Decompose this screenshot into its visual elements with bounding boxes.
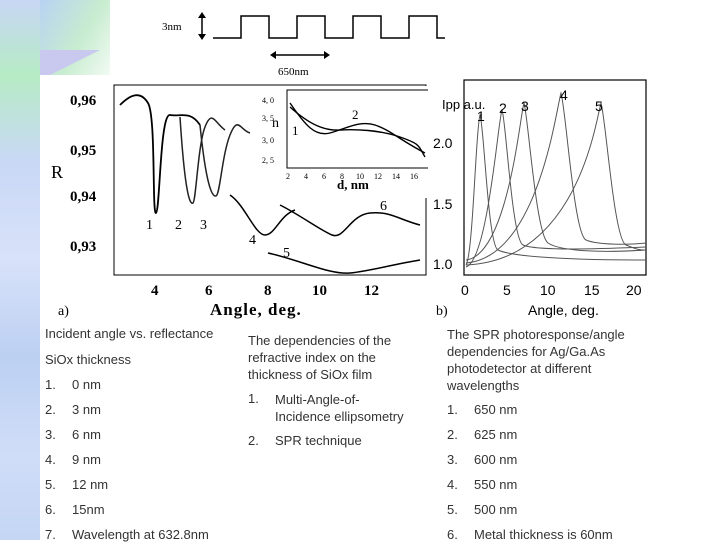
- x-tick-label: 15: [584, 282, 600, 298]
- y-tick-label: 2.0: [433, 135, 453, 151]
- x-tick-label: 8: [264, 283, 272, 299]
- series-label: 4: [249, 233, 256, 248]
- series-1-curve: [119, 94, 201, 214]
- peak-label: 5: [595, 98, 603, 114]
- list-item: 1. Multi-Angle-of-Incidence ellipsometry: [248, 391, 404, 424]
- peak-label: 3: [521, 98, 529, 114]
- inset-x-tick: 16: [410, 172, 418, 181]
- caption-left-title: Incident angle vs. reflectance: [45, 326, 214, 341]
- height-label: 3nm: [162, 21, 182, 33]
- list-item: 2. 3 nm: [45, 402, 101, 417]
- series-5-curve: [267, 252, 421, 274]
- peak-2-curve: [465, 108, 647, 268]
- x-tick-label: 12: [364, 283, 379, 299]
- x-tick-label: 20: [626, 282, 642, 298]
- x-tick-label: 10: [540, 282, 556, 298]
- inset-y-tick: 3, 5: [262, 114, 274, 123]
- y-tick-label: 1.5: [433, 196, 453, 212]
- y-tick-label: 0,93: [70, 239, 96, 255]
- list-item: 4. 550 nm: [447, 477, 518, 492]
- inset-x-tick: 4: [304, 172, 308, 181]
- panel-b-frame: [463, 79, 647, 276]
- y-tick-label: 0,95: [70, 143, 96, 159]
- inset-x-tick: 14: [392, 172, 400, 181]
- height-arrow-down: [198, 34, 206, 40]
- caption-left-subtitle: SiOx thickness: [45, 352, 131, 367]
- series-label: 1: [146, 218, 153, 233]
- list-item: 1. 650 nm: [447, 402, 518, 417]
- panel-b-background: [428, 75, 660, 325]
- x-tick-label: 10: [312, 283, 327, 299]
- series-3-curve: [199, 124, 251, 197]
- y-tick-label: 0,96: [70, 93, 97, 109]
- list-item: 3. 6 nm: [45, 427, 101, 442]
- peak-3-curve: [465, 101, 647, 261]
- inset-series-2: [289, 106, 426, 158]
- panel-b-xlabel: Angle, deg.: [528, 302, 599, 318]
- y-tick-label: 1.0: [433, 256, 453, 272]
- inset-x-tick: 2: [286, 172, 290, 181]
- period-arrow-right: [324, 51, 330, 59]
- chart-panel-b: Ipp a.u. 2.0 1.5 1.0 0 5 10 15 20 b) Ang…: [428, 75, 660, 325]
- list-item: 2. 625 nm: [447, 427, 518, 442]
- period-arrow-left: [270, 51, 276, 59]
- peak-5-curve: [465, 101, 647, 266]
- inset-x-tick: 12: [374, 172, 382, 181]
- peak-label: 1: [477, 108, 485, 124]
- inset-y-tick: 3, 0: [262, 136, 274, 145]
- caption-right-title: The SPR photoresponse/angle dependencies…: [447, 327, 625, 393]
- x-tick-label: 0: [461, 282, 469, 298]
- chart-panel-a: R 0,96 0,95 0,94 0,93 4 6 8 10 12 a) Ang…: [40, 75, 435, 325]
- inset-x-tick: 8: [340, 172, 344, 181]
- caption-middle-title: The dependencies of the refractive index…: [248, 333, 392, 382]
- height-arrow-up: [198, 12, 206, 18]
- peak-4-curve: [465, 91, 647, 264]
- series-label: 6: [380, 199, 387, 214]
- x-tick-label: 6: [205, 283, 213, 299]
- list-item: 3. 600 nm: [447, 452, 518, 467]
- peak-label: 4: [560, 87, 568, 103]
- grating-profile: [213, 15, 445, 39]
- x-tick-label: 4: [151, 283, 159, 299]
- inset-series-label: 2: [352, 107, 359, 122]
- panel-a-xlabel: Angle, deg.: [210, 300, 302, 319]
- y-tick-label: 0,94: [70, 189, 97, 205]
- x-tick-label: 5: [503, 282, 511, 298]
- grating-diagram: 3nm 650nm: [162, 12, 445, 78]
- inset-ylabel: n: [272, 116, 279, 131]
- peak-1-curve: [465, 113, 647, 266]
- panel-b-label: b): [436, 304, 448, 319]
- list-item: 6. 15nm: [45, 502, 105, 517]
- inset-y-tick: 2, 5: [262, 156, 274, 165]
- inset-x-tick: 6: [322, 172, 326, 181]
- series-4-curve: [229, 194, 296, 236]
- inset-x-tick: 10: [356, 172, 364, 181]
- peak-label: 2: [499, 100, 507, 116]
- panel-a-label: a): [58, 304, 69, 319]
- series-label: 2: [175, 218, 182, 233]
- inset-y-tick: 4, 0: [262, 96, 274, 105]
- series-label: 3: [200, 218, 207, 233]
- list-item: 5. 500 nm: [447, 502, 518, 517]
- panel-b-ylabel: Ipp a.u.: [442, 97, 485, 112]
- list-item: 1. 0 nm: [45, 377, 101, 392]
- list-item: 6. Metal thickness is 60nm: [447, 527, 613, 542]
- list-item: 7. Wavelength at 632.8nm: [45, 527, 209, 542]
- series-label: 5: [283, 246, 290, 261]
- inset-series-label: 1: [292, 123, 299, 138]
- list-item: 4. 9 nm: [45, 452, 101, 467]
- list-item: 2. SPR technique: [248, 433, 362, 448]
- panel-a-ylabel: R: [51, 162, 63, 182]
- series-2-curve: [179, 116, 226, 204]
- list-item: 5. 12 nm: [45, 477, 109, 492]
- inset-xlabel: d, nm: [337, 177, 369, 192]
- series-6-curve: [279, 204, 421, 237]
